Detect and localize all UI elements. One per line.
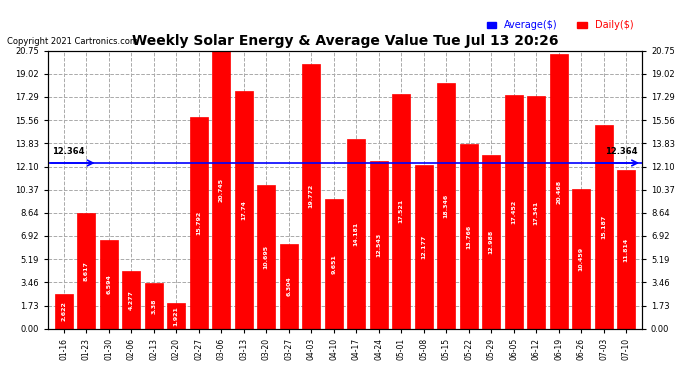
Text: 12.988: 12.988 [489, 230, 494, 254]
Text: 2.622: 2.622 [61, 301, 66, 321]
Bar [213, 51, 230, 329]
Text: 12.364: 12.364 [52, 147, 85, 156]
Bar [122, 272, 140, 329]
Text: 8.617: 8.617 [83, 261, 89, 281]
Bar [550, 54, 568, 329]
Text: 11.814: 11.814 [624, 237, 629, 262]
Bar [77, 213, 95, 329]
Bar [257, 185, 275, 329]
Text: 17.341: 17.341 [534, 200, 539, 225]
Bar [279, 244, 298, 329]
Text: 6.594: 6.594 [106, 274, 111, 294]
Text: 9.651: 9.651 [331, 254, 336, 274]
Text: 12.543: 12.543 [376, 232, 382, 257]
Bar [460, 144, 477, 329]
Bar [145, 284, 163, 329]
Bar [415, 165, 433, 329]
Title: Weekly Solar Energy & Average Value Tue Jul 13 20:26: Weekly Solar Energy & Average Value Tue … [132, 34, 558, 48]
Bar [235, 91, 253, 329]
Bar [392, 94, 411, 329]
Text: 15.187: 15.187 [601, 215, 607, 239]
Bar [505, 95, 523, 329]
Text: 1.921: 1.921 [174, 306, 179, 326]
Text: 18.346: 18.346 [444, 194, 448, 218]
Text: 20.468: 20.468 [556, 180, 561, 204]
Text: 10.459: 10.459 [579, 246, 584, 271]
Text: Copyright 2021 Cartronics.com: Copyright 2021 Cartronics.com [7, 38, 138, 46]
Text: 20.745: 20.745 [219, 178, 224, 202]
Bar [55, 294, 72, 329]
Bar [618, 170, 635, 329]
Bar [167, 303, 185, 329]
Text: 15.792: 15.792 [196, 211, 201, 235]
Bar [437, 83, 455, 329]
Bar [100, 240, 118, 329]
Text: 4.277: 4.277 [129, 290, 134, 310]
Text: 12.364: 12.364 [605, 147, 638, 156]
Text: 13.766: 13.766 [466, 224, 471, 249]
Bar [347, 139, 365, 329]
Bar [370, 160, 388, 329]
Text: 3.38: 3.38 [151, 298, 156, 314]
Bar [482, 154, 500, 329]
Bar [572, 189, 590, 329]
Bar [302, 64, 320, 329]
Text: 17.521: 17.521 [399, 199, 404, 223]
Text: 14.181: 14.181 [354, 222, 359, 246]
Bar [527, 96, 545, 329]
Legend: Average($), Daily($): Average($), Daily($) [482, 16, 637, 34]
Text: 19.772: 19.772 [308, 184, 314, 209]
Text: 10.695: 10.695 [264, 245, 269, 269]
Text: 17.74: 17.74 [241, 200, 246, 220]
Text: 12.177: 12.177 [421, 235, 426, 259]
Bar [190, 117, 208, 329]
Text: 6.304: 6.304 [286, 277, 291, 296]
Bar [595, 125, 613, 329]
Text: 17.452: 17.452 [511, 200, 516, 224]
Bar [325, 200, 343, 329]
